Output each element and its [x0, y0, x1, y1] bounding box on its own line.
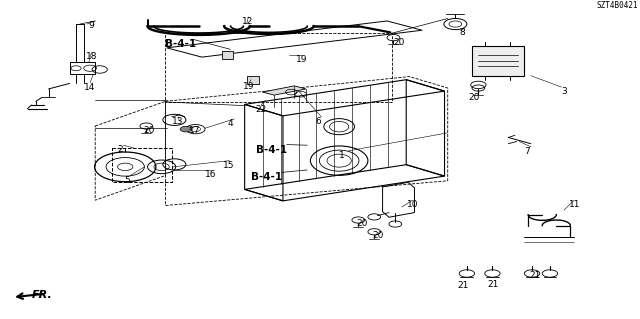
Text: 20: 20	[143, 126, 154, 135]
Text: 11: 11	[569, 200, 580, 209]
Text: 20: 20	[356, 219, 368, 228]
Text: 9: 9	[89, 21, 95, 30]
Text: B-4-1: B-4-1	[256, 145, 287, 155]
Text: 14: 14	[84, 83, 96, 92]
Text: 19: 19	[243, 82, 255, 91]
Bar	[70, 63, 95, 74]
Text: 16: 16	[205, 170, 216, 179]
Text: B-4-1: B-4-1	[166, 40, 196, 49]
Circle shape	[180, 126, 191, 132]
Text: SZT4B0421: SZT4B0421	[596, 1, 638, 10]
Text: FR.: FR.	[31, 290, 52, 300]
Text: B-4-1: B-4-1	[251, 172, 282, 182]
Polygon shape	[247, 76, 259, 84]
Text: 19: 19	[296, 55, 307, 64]
Text: 2: 2	[117, 145, 122, 154]
Text: 21: 21	[458, 281, 468, 290]
Text: 4: 4	[228, 119, 234, 128]
Text: 21: 21	[529, 271, 541, 280]
Text: 13: 13	[172, 117, 183, 126]
Text: 10: 10	[407, 200, 419, 209]
Text: 12: 12	[242, 17, 253, 26]
Polygon shape	[262, 86, 306, 95]
Text: 17: 17	[189, 126, 200, 135]
Text: 8: 8	[460, 28, 465, 37]
Text: 5: 5	[124, 175, 130, 184]
Text: 18: 18	[86, 53, 97, 62]
Text: 3: 3	[561, 87, 567, 96]
Text: 20: 20	[394, 38, 405, 47]
Text: 22: 22	[255, 105, 266, 114]
Text: 20: 20	[468, 93, 479, 102]
Bar	[472, 46, 524, 76]
Text: 15: 15	[223, 161, 234, 170]
Polygon shape	[221, 51, 233, 59]
Text: 20: 20	[372, 231, 384, 240]
Text: 7: 7	[524, 147, 530, 156]
Text: 6: 6	[315, 117, 321, 126]
Text: 1: 1	[339, 151, 345, 160]
Text: 21: 21	[487, 280, 499, 289]
